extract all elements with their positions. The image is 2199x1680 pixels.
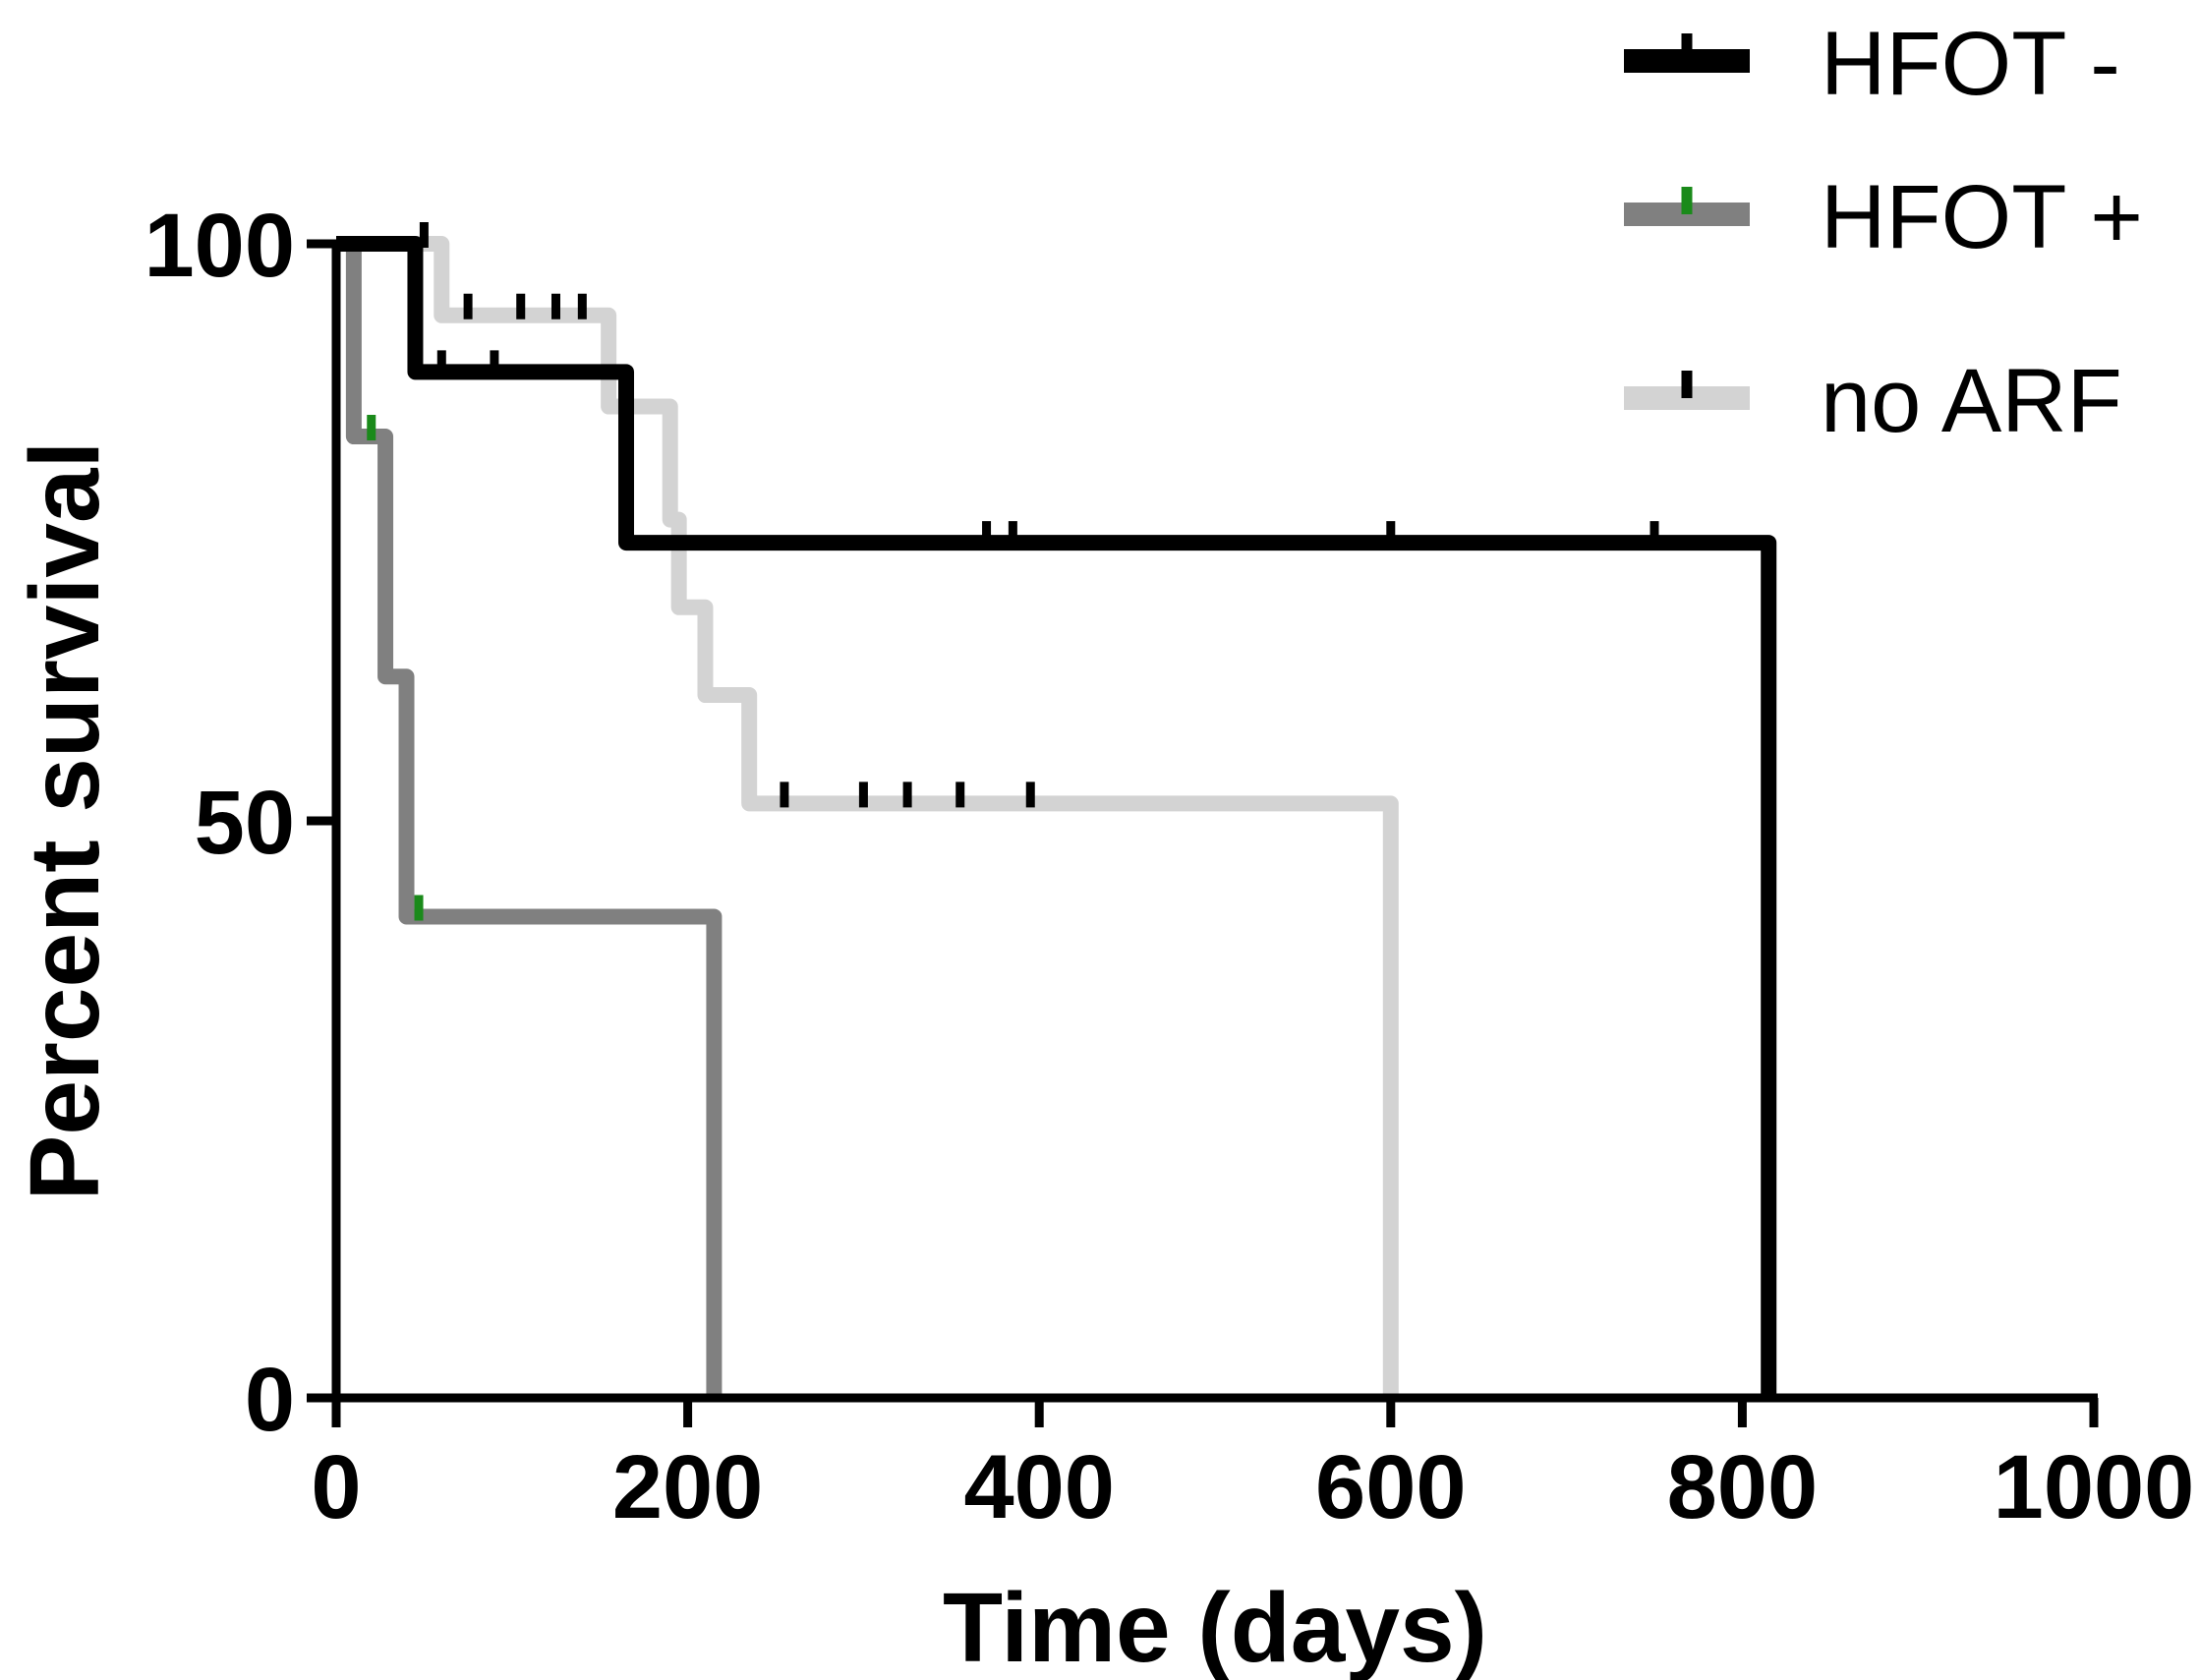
y-tick-label: 0	[245, 1350, 295, 1450]
x-tick-label: 400	[963, 1437, 1115, 1537]
x-tick-label: 1000	[1994, 1437, 2195, 1537]
legend-label-2: no ARF	[1821, 351, 2122, 451]
y-tick-label: 100	[145, 196, 296, 296]
axis-ticks: 0 200 400 600 800 1000 0 50 100	[145, 196, 2195, 1537]
y-axis-title: Percent survival	[10, 441, 120, 1201]
y-tick-label: 50	[195, 773, 295, 873]
legend: HFOT - HFOT + no ARF	[1624, 14, 2143, 451]
legend-label-1: HFOT +	[1821, 167, 2143, 267]
survival-curves	[336, 222, 1777, 1398]
legend-label-0: HFOT -	[1821, 14, 2120, 114]
x-tick-label: 0	[311, 1437, 361, 1537]
series-line-2	[336, 236, 1399, 1398]
x-tick-label: 600	[1315, 1437, 1467, 1537]
x-axis-title: Time (days)	[943, 1573, 1487, 1680]
series-line-1	[336, 236, 723, 1398]
x-tick-label: 200	[612, 1437, 764, 1537]
axes: 0 200 400 600 800 1000 0 50 100	[145, 196, 2195, 1537]
series-line-0	[336, 236, 1777, 1398]
x-tick-label: 800	[1667, 1437, 1819, 1537]
